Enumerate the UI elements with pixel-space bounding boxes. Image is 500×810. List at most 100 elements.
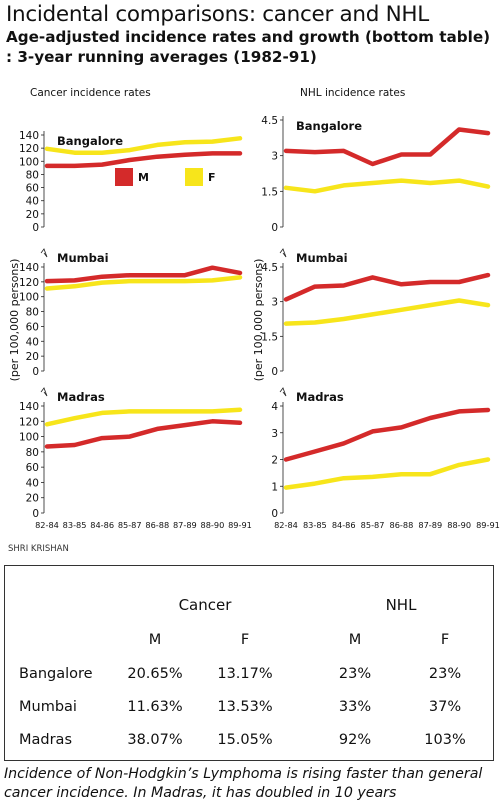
data-point-m	[314, 151, 316, 153]
credit-line: SHRI KRISHAN	[8, 544, 69, 554]
data-point-m	[156, 428, 158, 430]
data-point-m	[343, 442, 345, 445]
y-tick-label: 0	[271, 222, 278, 234]
y-tick-label: 20	[26, 493, 39, 505]
series-line-m	[283, 407, 491, 462]
data-point-m	[184, 274, 186, 276]
data-point-m	[156, 156, 158, 158]
data-point-f	[46, 423, 48, 425]
data-point-m	[184, 154, 186, 156]
data-point-m	[73, 165, 76, 167]
panel-title-cancer: Cancer incidence rates	[30, 87, 151, 99]
x-tick-label: 86-88	[145, 520, 169, 530]
data-point-f	[129, 280, 131, 282]
x-tick-label: 84-86	[332, 520, 356, 530]
city-label: Madras	[57, 390, 105, 404]
data-point-m	[400, 283, 403, 285]
data-point-m	[343, 150, 345, 152]
x-tick-label: 87-89	[173, 520, 197, 530]
x-tick-label: 88-90	[447, 520, 471, 530]
chart-title: Incidental comparisons: cancer and NHL	[6, 2, 429, 27]
y-tick-label: 140	[19, 401, 39, 413]
data-point-f	[184, 410, 186, 412]
table-subheader-nhl-m: M	[348, 632, 362, 648]
data-point-f	[73, 285, 76, 287]
y-tick-label: 4.5	[261, 115, 278, 127]
table-cell: 23%	[338, 666, 372, 682]
data-point-f	[429, 182, 431, 184]
legend-label-m: M	[138, 171, 149, 184]
table-subheader-cancer-m: M	[148, 632, 162, 648]
data-point-f	[101, 282, 103, 284]
axis-break-mark	[279, 387, 287, 397]
data-point-m	[129, 274, 131, 276]
data-point-f	[458, 464, 460, 466]
data-point-m	[487, 274, 489, 276]
data-point-f	[285, 323, 287, 325]
y-tick-label: 1.5	[261, 331, 278, 343]
data-point-f	[46, 287, 48, 290]
y-tick-label: 80	[26, 447, 39, 459]
axis-break-mark	[40, 387, 48, 397]
data-point-m	[46, 445, 48, 448]
y-tick-label: 0	[32, 222, 39, 234]
city-label: Mumbai	[296, 251, 348, 265]
table-cell: 92%	[338, 732, 372, 748]
y-tick-label: 0	[271, 366, 278, 378]
data-point-m	[285, 458, 287, 461]
series-line-f	[44, 407, 243, 427]
data-point-f	[371, 476, 374, 478]
data-point-m	[239, 272, 241, 274]
axis-break-mark	[40, 248, 48, 258]
data-point-m	[239, 422, 241, 424]
data-point-m	[487, 132, 489, 134]
data-point-f	[400, 309, 403, 311]
table-cell: 103%	[424, 732, 466, 748]
data-point-f	[184, 280, 186, 282]
series-line-m	[44, 265, 243, 284]
series-line-f	[44, 275, 243, 291]
data-point-m	[73, 279, 76, 281]
x-tick-label: 83-85	[63, 520, 87, 530]
data-point-f	[314, 190, 316, 192]
data-point-f	[314, 482, 316, 485]
x-tick-label: 85-87	[361, 520, 385, 530]
y-tick-label: 1	[271, 481, 278, 493]
x-tick-label: 89-91	[228, 520, 252, 530]
data-point-f	[285, 187, 287, 189]
data-point-m	[429, 417, 431, 419]
table-cell: 15.05%	[217, 732, 273, 748]
x-tick-label: 87-89	[418, 520, 442, 530]
data-point-m	[429, 281, 431, 283]
city-label: Madras	[296, 390, 344, 404]
data-point-f	[156, 280, 158, 282]
data-point-m	[458, 281, 460, 283]
y-tick-label: 20	[26, 209, 39, 221]
data-point-f	[343, 184, 345, 186]
series-line-m	[44, 419, 243, 449]
data-point-f	[487, 185, 489, 188]
y-tick-label: 100	[19, 292, 39, 304]
x-tick-label: 84-86	[90, 520, 114, 530]
axis-break-mark	[279, 248, 287, 258]
y-tick-label: 0	[32, 366, 39, 378]
y-tick-label: 40	[26, 336, 39, 348]
series-line-m	[44, 151, 243, 169]
data-point-f	[487, 304, 489, 306]
data-point-m	[429, 153, 431, 156]
chart-subtitle: Age-adjusted incidence rates and growth …	[6, 28, 491, 66]
data-point-f	[458, 180, 460, 182]
y-tick-label: 2	[271, 455, 278, 467]
legend-swatch-f	[185, 168, 203, 186]
y-tick-label: 3	[271, 297, 278, 309]
city-label: Bangalore	[57, 134, 123, 148]
y-tick-label: 20	[26, 351, 39, 363]
y-tick-label: 4.5	[261, 262, 278, 274]
table-cell: 23%	[428, 666, 462, 682]
data-point-f	[101, 412, 103, 414]
data-point-m	[101, 437, 103, 439]
data-point-m	[156, 274, 158, 276]
data-point-f	[156, 144, 158, 146]
y-tick-label: 40	[26, 477, 39, 489]
growth-table: Cancer NHL M F M F Bangalore 20.65% 13.1…	[4, 565, 494, 761]
